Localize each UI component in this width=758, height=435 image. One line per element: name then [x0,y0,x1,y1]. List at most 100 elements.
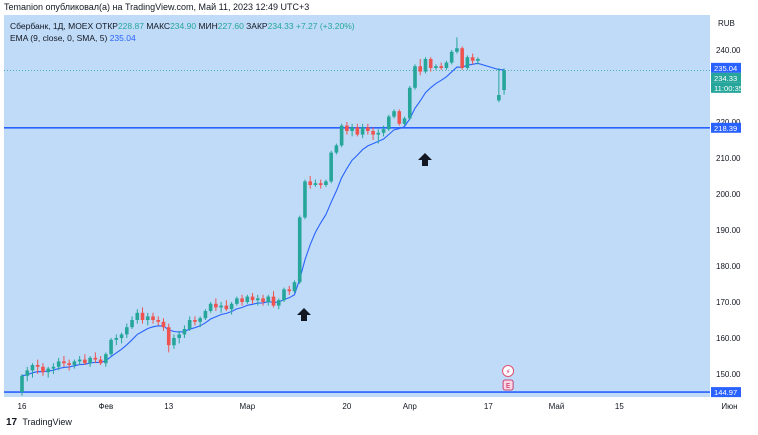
candle[interactable] [72,359,77,369]
candle[interactable] [161,318,166,331]
flash-icon[interactable]: ⚡ [502,365,515,377]
candle[interactable] [256,294,260,306]
candle[interactable] [198,316,202,328]
candle[interactable] [476,57,480,65]
price-tag-1[interactable]: 235.04 [711,62,741,73]
candle[interactable] [214,298,218,311]
candle[interactable] [30,363,35,378]
candle[interactable] [334,143,339,155]
candle[interactable] [203,309,208,320]
candle[interactable] [240,294,244,306]
price-tag-5[interactable]: 144.97 [711,387,741,398]
candle[interactable] [413,64,417,90]
candle[interactable] [261,294,265,306]
candle[interactable] [125,323,129,338]
footer-branding[interactable]: 17 TradingView [6,417,72,428]
candle[interactable] [156,316,161,326]
candle[interactable] [282,287,286,302]
candle[interactable] [402,116,407,126]
candle[interactable] [83,354,87,365]
candle[interactable] [318,179,323,189]
candle[interactable] [276,298,281,310]
candle[interactable] [271,291,276,308]
candle[interactable] [20,374,24,396]
earnings-icon[interactable]: E [502,379,514,391]
candle[interactable] [497,68,501,103]
candle[interactable] [219,302,223,313]
candle[interactable] [151,312,155,324]
candle[interactable] [366,123,370,135]
candle[interactable] [177,330,181,344]
candle[interactable] [350,123,354,137]
candle[interactable] [77,356,82,365]
candle[interactable] [145,312,150,326]
candle[interactable] [51,363,56,374]
candle[interactable] [313,179,318,187]
candle[interactable] [392,109,396,119]
candle[interactable] [208,302,213,313]
candle[interactable] [418,59,423,76]
candle[interactable] [35,359,40,374]
candle[interactable] [360,123,365,139]
price-tag-4[interactable]: 218.39 [711,122,741,133]
candle[interactable] [109,338,113,356]
candle[interactable] [465,55,470,70]
candle[interactable] [381,125,386,137]
candle[interactable] [135,309,140,324]
candle[interactable] [428,57,433,72]
candle[interactable] [444,60,449,70]
candle[interactable] [387,114,391,131]
candle[interactable] [93,352,98,364]
candle[interactable] [114,334,119,346]
candle[interactable] [25,366,30,382]
candle[interactable] [62,356,66,367]
price-tag-3[interactable]: 11:00:35 [711,82,743,93]
candle[interactable] [297,215,302,284]
candle[interactable] [187,316,192,331]
up-arrow-annotation-2[interactable] [418,153,432,166]
candle[interactable] [41,363,45,376]
candle[interactable] [250,293,255,304]
candle[interactable] [292,280,297,293]
candle[interactable] [224,300,229,311]
candle[interactable] [355,123,360,137]
candle[interactable] [470,53,475,65]
candle[interactable] [235,296,239,306]
candle[interactable] [460,46,464,70]
candle[interactable] [407,86,412,121]
candle[interactable] [439,62,443,70]
candle[interactable] [371,127,375,140]
candle[interactable] [229,302,234,315]
candle[interactable] [140,307,145,324]
ema-line[interactable] [21,62,505,377]
candle[interactable] [266,294,271,306]
candle[interactable] [245,294,250,304]
candle[interactable] [166,323,171,353]
candle[interactable] [119,332,124,344]
candle[interactable] [449,50,454,65]
candle[interactable] [303,179,307,220]
candle[interactable] [502,68,506,95]
candle[interactable] [324,179,328,187]
legend-ema[interactable]: EMA (9, close, 0, SMA, 5) 235.04 [10,33,136,43]
time-axis[interactable] [4,397,710,415]
candle[interactable] [172,334,176,349]
candle[interactable] [455,37,459,54]
candle[interactable] [339,123,344,148]
up-arrow-annotation-1[interactable] [297,308,311,321]
price-tag-2[interactable]: 234.33 [711,72,741,83]
candle[interactable] [193,316,197,326]
candle[interactable] [287,285,292,295]
candle[interactable] [56,357,61,371]
candle[interactable] [46,366,50,378]
candle[interactable] [308,176,312,189]
candle[interactable] [345,122,349,135]
candle[interactable] [423,57,428,74]
candle[interactable] [130,316,134,329]
candle[interactable] [434,64,438,70]
candle[interactable] [88,356,92,367]
candle[interactable] [182,325,187,338]
candle[interactable] [67,359,71,371]
candle[interactable] [98,356,103,365]
candle[interactable] [329,150,333,184]
